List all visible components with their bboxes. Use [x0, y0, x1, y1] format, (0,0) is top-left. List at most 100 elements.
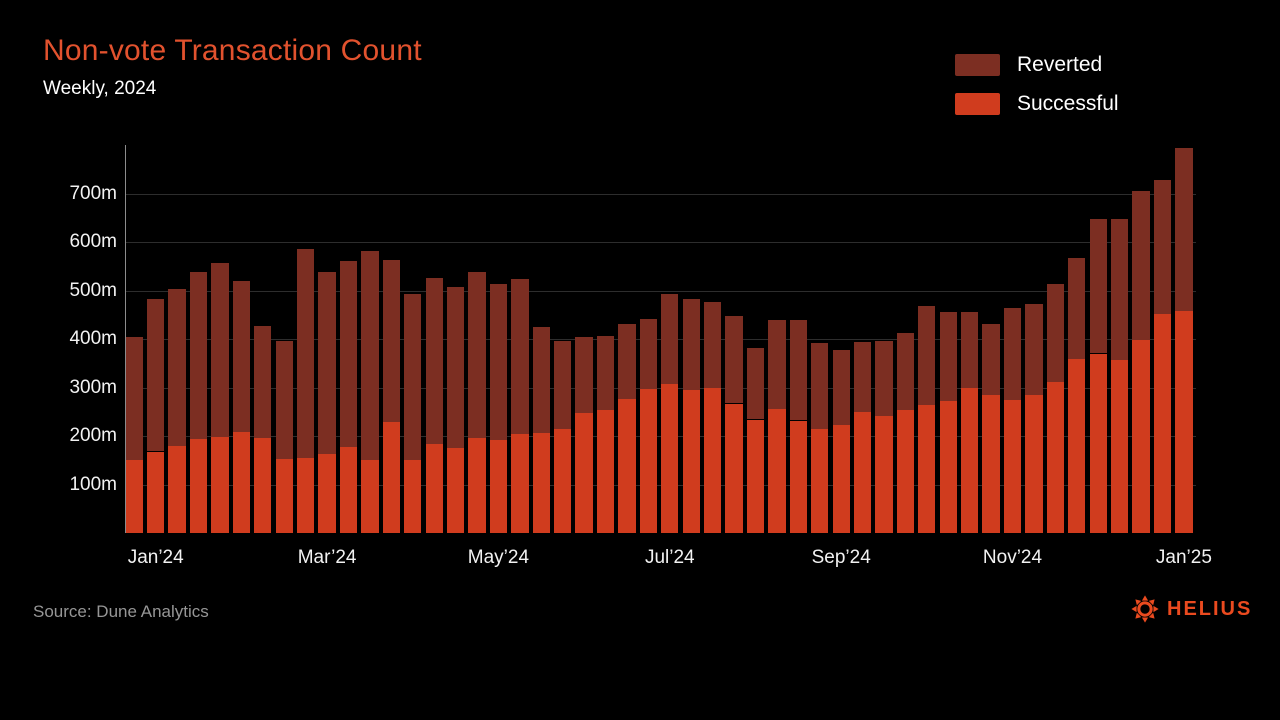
- bar-successful-segment: [1132, 340, 1150, 533]
- legend-swatch-reverted: [955, 54, 1000, 76]
- bar-reverted-segment: [725, 315, 743, 404]
- bar-successful-segment: [254, 437, 272, 533]
- bar-reverted-segment: [361, 251, 379, 460]
- bar-successful-segment: [596, 410, 615, 533]
- gridline-100m: [125, 484, 1196, 486]
- x-axis-tick-label: May’24: [467, 547, 530, 568]
- bar-reverted-segment: [254, 326, 272, 438]
- bar-reverted-segment: [147, 298, 165, 452]
- bar-successful-segment: [982, 395, 1000, 533]
- bar-successful-segment: [853, 411, 872, 534]
- bar-reverted-segment: [125, 336, 143, 461]
- bar-successful-segment: [725, 403, 743, 533]
- bar-successful-segment: [1046, 381, 1065, 533]
- bar-successful-segment: [339, 446, 358, 533]
- y-axis-line: [125, 145, 126, 533]
- bar-reverted-segment: [1025, 304, 1043, 395]
- bar-successful-segment: [661, 383, 679, 533]
- bar-reverted-segment: [425, 277, 443, 445]
- bar-successful-segment: [1089, 353, 1107, 533]
- bar-reverted-segment: [1175, 147, 1193, 311]
- x-axis-tick-label: Jan’25: [1155, 547, 1212, 568]
- legend-swatch-successful: [955, 93, 1000, 115]
- legend: Reverted Successful: [955, 53, 1119, 132]
- bar-reverted-segment: [1046, 284, 1065, 382]
- bar-reverted-segment: [446, 286, 465, 449]
- page-subtitle: Weekly, 2024: [43, 78, 157, 99]
- bar-successful-segment: [275, 458, 293, 533]
- bar-successful-segment: [425, 444, 443, 533]
- bar-successful-segment: [168, 446, 186, 533]
- bar-reverted-segment: [489, 284, 508, 440]
- legend-item-successful: Successful: [955, 92, 1119, 115]
- bar-reverted-segment: [211, 263, 229, 437]
- x-axis-tick-label: Mar’24: [297, 547, 357, 568]
- bar-reverted-segment: [339, 261, 358, 447]
- brand-wordmark: HELIUS: [1167, 597, 1253, 620]
- bar-successful-segment: [1153, 314, 1172, 533]
- helius-sun-icon: [1131, 595, 1159, 623]
- bar-reverted-segment: [746, 347, 765, 420]
- bar-successful-segment: [211, 437, 229, 533]
- bar-reverted-segment: [168, 288, 186, 447]
- bar-reverted-segment: [661, 294, 679, 384]
- bar-reverted-segment: [682, 299, 700, 391]
- bar-successful-segment: [1003, 399, 1022, 533]
- bar-successful-segment: [318, 453, 336, 533]
- bar-successful-segment: [875, 416, 893, 533]
- bar-successful-segment: [361, 459, 379, 533]
- gridline-600m: [125, 242, 1196, 243]
- bar-successful-segment: [575, 412, 593, 533]
- bar-successful-segment: [446, 448, 465, 533]
- bar-reverted-segment: [1089, 219, 1107, 354]
- bar-reverted-segment: [939, 312, 957, 402]
- bar-successful-segment: [532, 432, 550, 533]
- bar-successful-segment: [618, 398, 636, 533]
- bar-successful-segment: [189, 438, 208, 533]
- legend-item-reverted: Reverted: [955, 53, 1119, 76]
- bar-successful-segment: [1110, 359, 1129, 533]
- bar-reverted-segment: [232, 280, 251, 432]
- bar-reverted-segment: [511, 278, 529, 435]
- bar-reverted-segment: [875, 340, 893, 417]
- bar-successful-segment: [832, 425, 850, 533]
- bar-reverted-segment: [618, 324, 636, 399]
- y-axis-tick-label: 300m: [69, 376, 117, 398]
- legend-label: Successful: [1017, 92, 1119, 115]
- y-axis-tick-label: 200m: [69, 425, 117, 446]
- gridline-400m: [125, 339, 1196, 340]
- bar-reverted-segment: [554, 341, 572, 429]
- y-axis-tick-label: 500m: [69, 279, 117, 301]
- bar-reverted-segment: [404, 293, 422, 460]
- bar-reverted-segment: [1153, 180, 1172, 315]
- bar-reverted-segment: [703, 302, 722, 388]
- bar-reverted-segment: [382, 259, 400, 422]
- bar-reverted-segment: [1003, 307, 1022, 400]
- bar-reverted-segment: [532, 327, 550, 433]
- bar-successful-segment: [1068, 358, 1086, 533]
- bar-reverted-segment: [961, 312, 979, 388]
- bar-reverted-segment: [189, 271, 208, 439]
- bar-reverted-segment: [468, 272, 486, 439]
- bar-reverted-segment: [318, 272, 336, 454]
- y-axis-tick-label: 700m: [69, 182, 117, 204]
- gridline-500m: [125, 290, 1196, 292]
- x-axis-tick-label: Jan’24: [127, 547, 184, 568]
- bar-successful-segment: [639, 389, 658, 533]
- bar-successful-segment: [896, 410, 915, 533]
- x-axis-tick-label: Nov’24: [982, 547, 1043, 568]
- bar-reverted-segment: [832, 349, 850, 426]
- bar-reverted-segment: [275, 340, 293, 459]
- bar-reverted-segment: [1132, 190, 1150, 340]
- bar-reverted-segment: [896, 332, 915, 411]
- y-axis-tick-label: 400m: [69, 328, 117, 349]
- bar-reverted-segment: [1068, 257, 1086, 359]
- bar-successful-segment: [125, 460, 143, 534]
- bar-successful-segment: [404, 459, 422, 533]
- bar-successful-segment: [147, 451, 165, 533]
- bar-successful-segment: [768, 409, 786, 533]
- bar-successful-segment: [511, 434, 529, 533]
- bar-successful-segment: [682, 390, 700, 533]
- bar-successful-segment: [232, 431, 251, 533]
- bar-successful-segment: [789, 420, 807, 533]
